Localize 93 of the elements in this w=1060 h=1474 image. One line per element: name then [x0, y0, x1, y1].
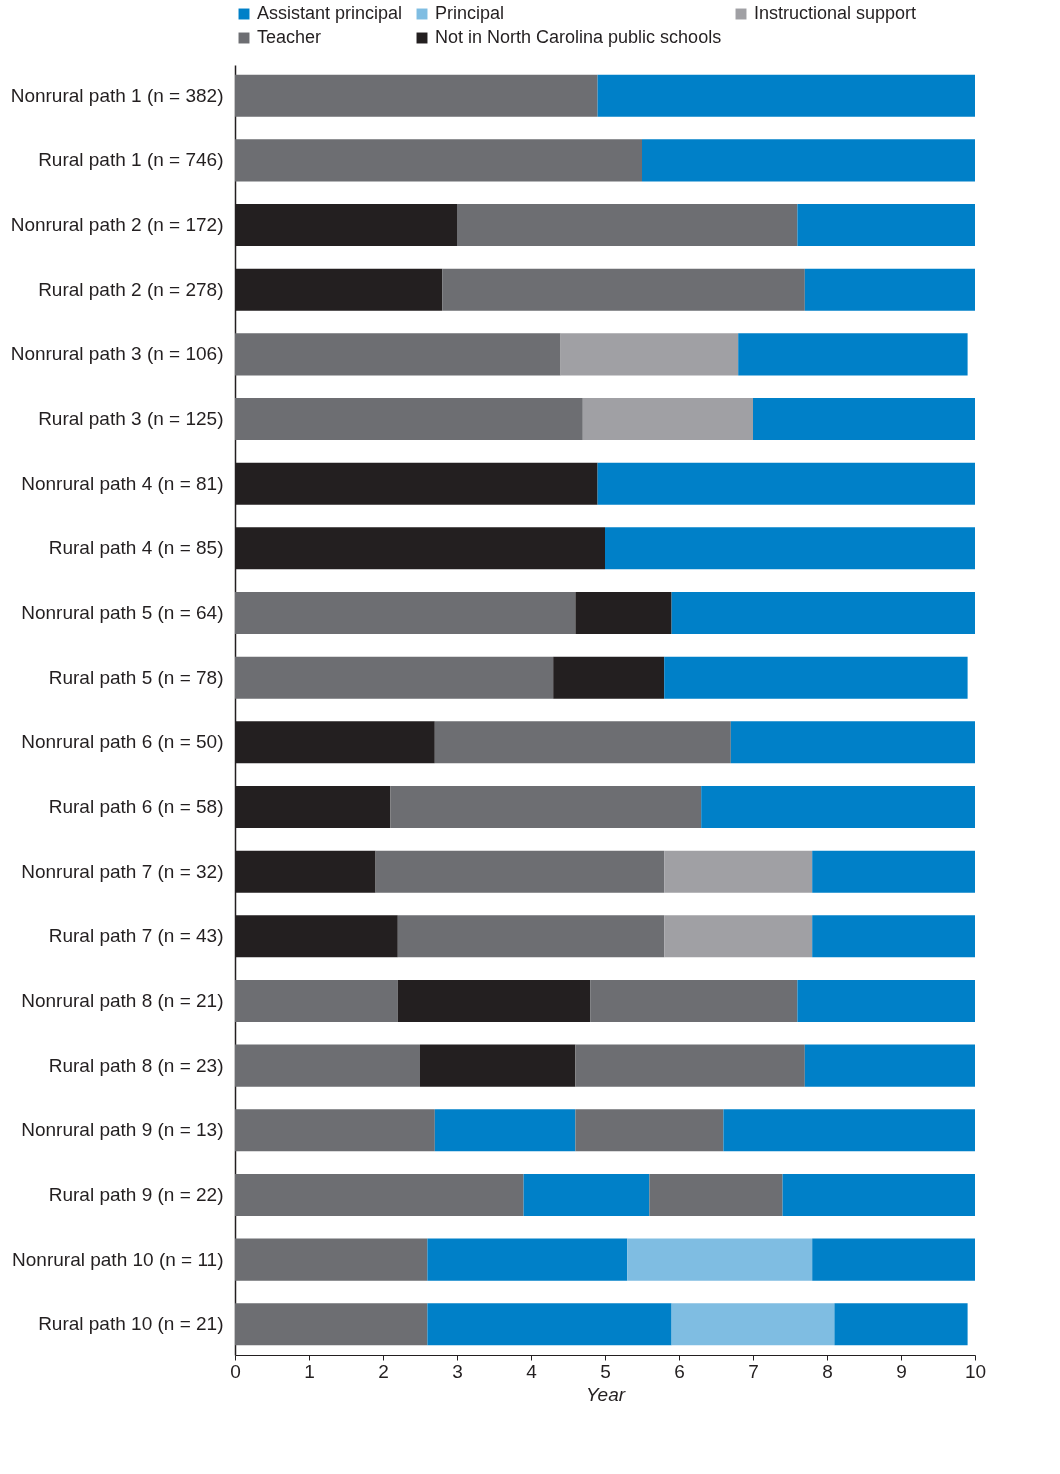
y-tick-label: Rural path 2 (n = 278)	[38, 278, 224, 300]
bar	[457, 204, 798, 247]
bar	[235, 1173, 524, 1216]
y-tick-label: Rural path 5 (n = 78)	[48, 666, 224, 688]
x-tick-label: 9	[896, 1360, 907, 1382]
y-tick-label: Nonrural path 2 (n = 172)	[10, 214, 224, 236]
bar	[649, 1173, 783, 1216]
y-tick-label: Nonrural path 3 (n = 106)	[10, 343, 224, 365]
bar	[753, 398, 975, 441]
bar	[804, 268, 975, 311]
y-tick-label: Nonrural path 4 (n = 81)	[21, 472, 224, 494]
y-tick-label: Nonrural path 6 (n = 50)	[21, 731, 224, 753]
legend-label: Not in North Carolina public schools	[435, 27, 722, 47]
y-tick-label: Rural path 10 (n = 21)	[38, 1313, 224, 1335]
bar	[427, 1238, 628, 1281]
x-tick-label: 2	[378, 1360, 389, 1382]
x-tick-label: 1	[304, 1360, 315, 1382]
x-tick-label: 10	[964, 1360, 987, 1382]
bar	[664, 915, 813, 958]
y-tick-label: Rural path 3 (n = 125)	[38, 408, 224, 430]
x-tick-label: 3	[452, 1360, 463, 1382]
bar	[575, 1109, 724, 1152]
y-tick-label: Nonrural path 10 (n = 11)	[12, 1248, 224, 1270]
y-tick-label: Rural path 1 (n = 746)	[38, 149, 224, 171]
bar	[797, 979, 975, 1022]
bar	[235, 74, 598, 117]
bar	[782, 1173, 975, 1216]
bar	[812, 850, 975, 893]
bar	[397, 979, 591, 1022]
bar	[597, 462, 975, 505]
bar	[235, 656, 554, 699]
y-tick-label: Nonrural path 8 (n = 21)	[21, 989, 224, 1011]
x-tick-label: 0	[230, 1360, 241, 1382]
x-axis-title: Year	[585, 1383, 626, 1405]
bar	[235, 139, 642, 182]
bar	[738, 333, 968, 376]
bar	[812, 915, 975, 958]
bar	[390, 785, 702, 829]
bar	[235, 398, 583, 441]
bar	[434, 721, 731, 764]
bar	[671, 591, 975, 635]
bar	[597, 74, 975, 117]
bar	[797, 204, 975, 247]
bar	[804, 1044, 975, 1087]
bar	[420, 1044, 576, 1087]
bar	[235, 1109, 435, 1152]
bar	[642, 139, 975, 182]
y-tick-label: Nonrural path 5 (n = 64)	[21, 602, 224, 624]
bar	[553, 656, 665, 699]
bar	[723, 1109, 975, 1152]
bar	[235, 333, 561, 376]
bar	[812, 1238, 975, 1281]
bar	[235, 1303, 428, 1346]
bar	[397, 915, 665, 958]
bar	[523, 1173, 650, 1216]
legend-label: Principal	[435, 3, 505, 23]
bar	[235, 1044, 420, 1087]
legend-label: Instructional support	[754, 3, 917, 23]
bar	[575, 1044, 805, 1087]
bar	[730, 721, 975, 764]
bar	[664, 850, 813, 893]
bar	[235, 591, 576, 635]
bar	[605, 527, 975, 570]
bar	[834, 1303, 968, 1346]
y-tick-label: Rural path 8 (n = 23)	[48, 1054, 224, 1076]
bar	[701, 785, 975, 829]
y-tick-label: Rural path 9 (n = 22)	[48, 1183, 224, 1205]
bar	[442, 268, 805, 311]
x-tick-label: 5	[600, 1360, 611, 1382]
x-tick-label: 6	[674, 1360, 685, 1382]
legend-label: Assistant principal	[257, 3, 403, 23]
y-tick-label: Rural path 4 (n = 85)	[48, 537, 224, 559]
bar	[434, 1109, 576, 1152]
y-tick-label: Nonrural path 9 (n = 13)	[21, 1119, 224, 1141]
bar	[427, 1303, 672, 1346]
y-tick-label: Nonrural path 1 (n = 382)	[10, 84, 224, 106]
bar	[590, 979, 798, 1022]
x-tick-label: 7	[748, 1360, 759, 1382]
bar	[235, 1238, 428, 1281]
bar	[627, 1238, 813, 1281]
bar	[560, 333, 739, 376]
y-tick-label: Nonrural path 7 (n = 32)	[21, 860, 224, 882]
bar	[235, 979, 398, 1022]
x-tick-label: 8	[822, 1360, 833, 1382]
bar	[375, 850, 665, 893]
bar	[664, 656, 968, 699]
bar	[671, 1303, 835, 1346]
y-tick-label: Rural path 7 (n = 43)	[48, 925, 224, 947]
y-tick-label: Rural path 6 (n = 58)	[48, 795, 224, 817]
bar	[575, 591, 672, 635]
legend-label: Teacher	[257, 27, 322, 47]
bar	[582, 398, 753, 441]
x-tick-label: 4	[526, 1360, 538, 1382]
